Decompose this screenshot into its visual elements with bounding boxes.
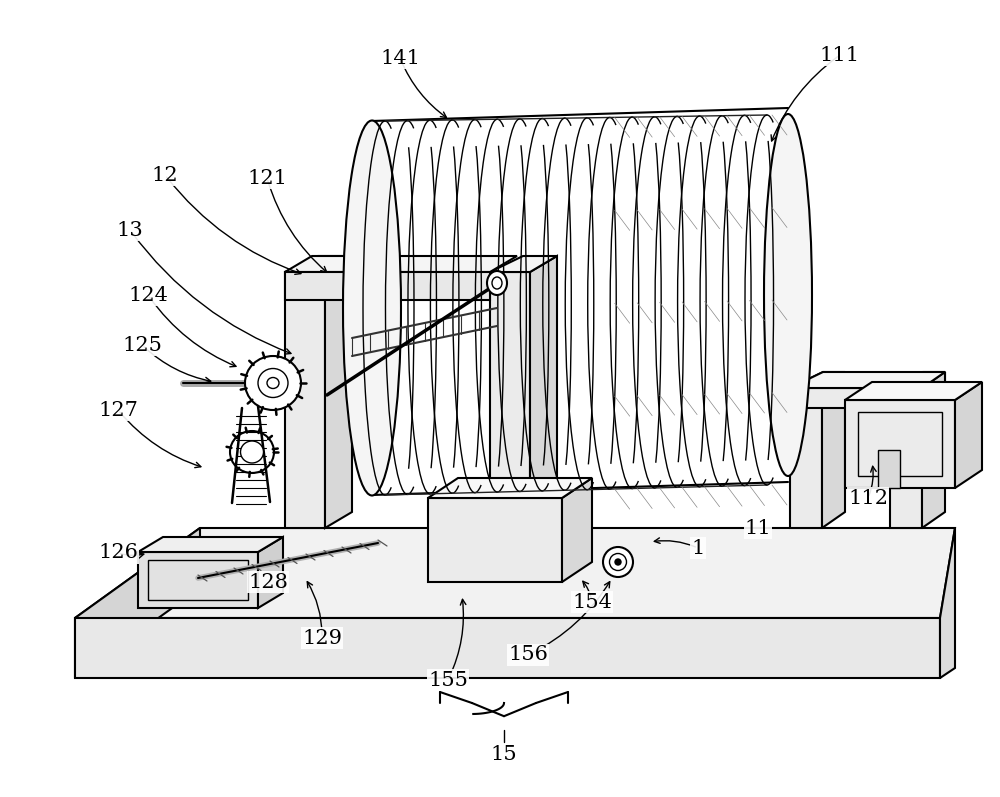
Ellipse shape bbox=[487, 271, 507, 295]
Polygon shape bbox=[878, 450, 900, 488]
Polygon shape bbox=[562, 478, 592, 582]
Ellipse shape bbox=[615, 559, 621, 565]
Polygon shape bbox=[790, 372, 945, 388]
Text: 111: 111 bbox=[820, 45, 860, 65]
Ellipse shape bbox=[230, 431, 274, 473]
Polygon shape bbox=[790, 372, 845, 388]
Polygon shape bbox=[285, 272, 490, 300]
Text: 126: 126 bbox=[98, 544, 138, 563]
Ellipse shape bbox=[610, 553, 626, 571]
Polygon shape bbox=[258, 537, 283, 608]
Text: 129: 129 bbox=[302, 629, 342, 647]
Polygon shape bbox=[285, 272, 325, 528]
Polygon shape bbox=[138, 552, 258, 608]
Text: 124: 124 bbox=[128, 285, 168, 304]
Text: 11: 11 bbox=[745, 519, 771, 537]
Ellipse shape bbox=[245, 356, 301, 410]
Polygon shape bbox=[922, 372, 945, 408]
Polygon shape bbox=[285, 256, 352, 272]
Polygon shape bbox=[428, 498, 562, 582]
Text: 128: 128 bbox=[248, 572, 288, 591]
Text: 155: 155 bbox=[428, 670, 468, 689]
Polygon shape bbox=[490, 256, 557, 272]
Text: 154: 154 bbox=[572, 592, 612, 611]
Text: 12: 12 bbox=[152, 166, 178, 184]
Polygon shape bbox=[490, 272, 530, 528]
Ellipse shape bbox=[267, 378, 279, 388]
Polygon shape bbox=[790, 388, 922, 408]
Text: 141: 141 bbox=[380, 49, 420, 68]
Text: 121: 121 bbox=[247, 168, 287, 187]
Ellipse shape bbox=[240, 441, 264, 463]
Polygon shape bbox=[790, 388, 822, 528]
Ellipse shape bbox=[343, 120, 401, 496]
Polygon shape bbox=[890, 388, 922, 528]
Text: 156: 156 bbox=[508, 646, 548, 665]
Text: 127: 127 bbox=[98, 401, 138, 419]
Polygon shape bbox=[285, 256, 517, 272]
Ellipse shape bbox=[492, 277, 502, 289]
Text: 15: 15 bbox=[491, 745, 517, 764]
Text: 125: 125 bbox=[122, 336, 162, 355]
Polygon shape bbox=[75, 528, 955, 618]
Polygon shape bbox=[955, 382, 982, 488]
Polygon shape bbox=[75, 618, 940, 678]
Polygon shape bbox=[530, 256, 557, 528]
Polygon shape bbox=[75, 528, 200, 678]
Text: 1: 1 bbox=[691, 539, 705, 557]
Polygon shape bbox=[940, 528, 955, 678]
Polygon shape bbox=[325, 256, 352, 528]
Polygon shape bbox=[845, 382, 982, 400]
Ellipse shape bbox=[603, 547, 633, 577]
Polygon shape bbox=[890, 372, 945, 388]
Polygon shape bbox=[428, 478, 592, 498]
Text: 13: 13 bbox=[117, 221, 143, 240]
Polygon shape bbox=[822, 372, 845, 528]
Ellipse shape bbox=[764, 114, 812, 476]
Polygon shape bbox=[138, 537, 283, 552]
Polygon shape bbox=[922, 372, 945, 528]
Text: 112: 112 bbox=[848, 489, 888, 508]
Ellipse shape bbox=[258, 368, 288, 398]
Polygon shape bbox=[845, 400, 955, 488]
